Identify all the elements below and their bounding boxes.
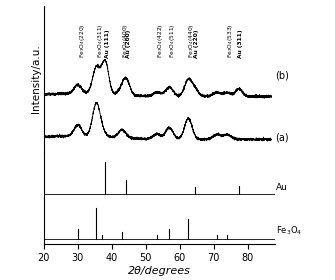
Text: Au (220): Au (220) (195, 30, 199, 58)
Text: Fe$_3$O$_4$(533): Fe$_3$O$_4$(533) (226, 24, 235, 58)
Text: Fe$_3$O$_4$(440): Fe$_3$O$_4$(440) (187, 24, 196, 58)
Text: Fe$_3$O$_4$(220): Fe$_3$O$_4$(220) (78, 24, 87, 58)
Text: Au (200): Au (200) (126, 30, 131, 58)
Text: Au (311): Au (311) (238, 30, 243, 58)
Y-axis label: Intensity/a.u.: Intensity/a.u. (31, 45, 41, 113)
Text: Fe$_3$O$_4$: Fe$_3$O$_4$ (276, 225, 303, 237)
Text: Au: Au (276, 183, 288, 192)
Text: Fe$_3$O$_4$(511): Fe$_3$O$_4$(511) (168, 24, 177, 58)
Text: Fe$_3$O$_4$(311): Fe$_3$O$_4$(311) (96, 24, 105, 58)
Text: Fe$_3$O$_4$(422): Fe$_3$O$_4$(422) (156, 24, 165, 58)
Text: Au (111): Au (111) (105, 30, 110, 58)
X-axis label: 2θ/degrees: 2θ/degrees (128, 266, 191, 276)
Text: (b): (b) (275, 71, 288, 81)
Text: (a): (a) (275, 132, 288, 143)
Text: Fe$_3$O$_4$(400): Fe$_3$O$_4$(400) (121, 24, 130, 58)
